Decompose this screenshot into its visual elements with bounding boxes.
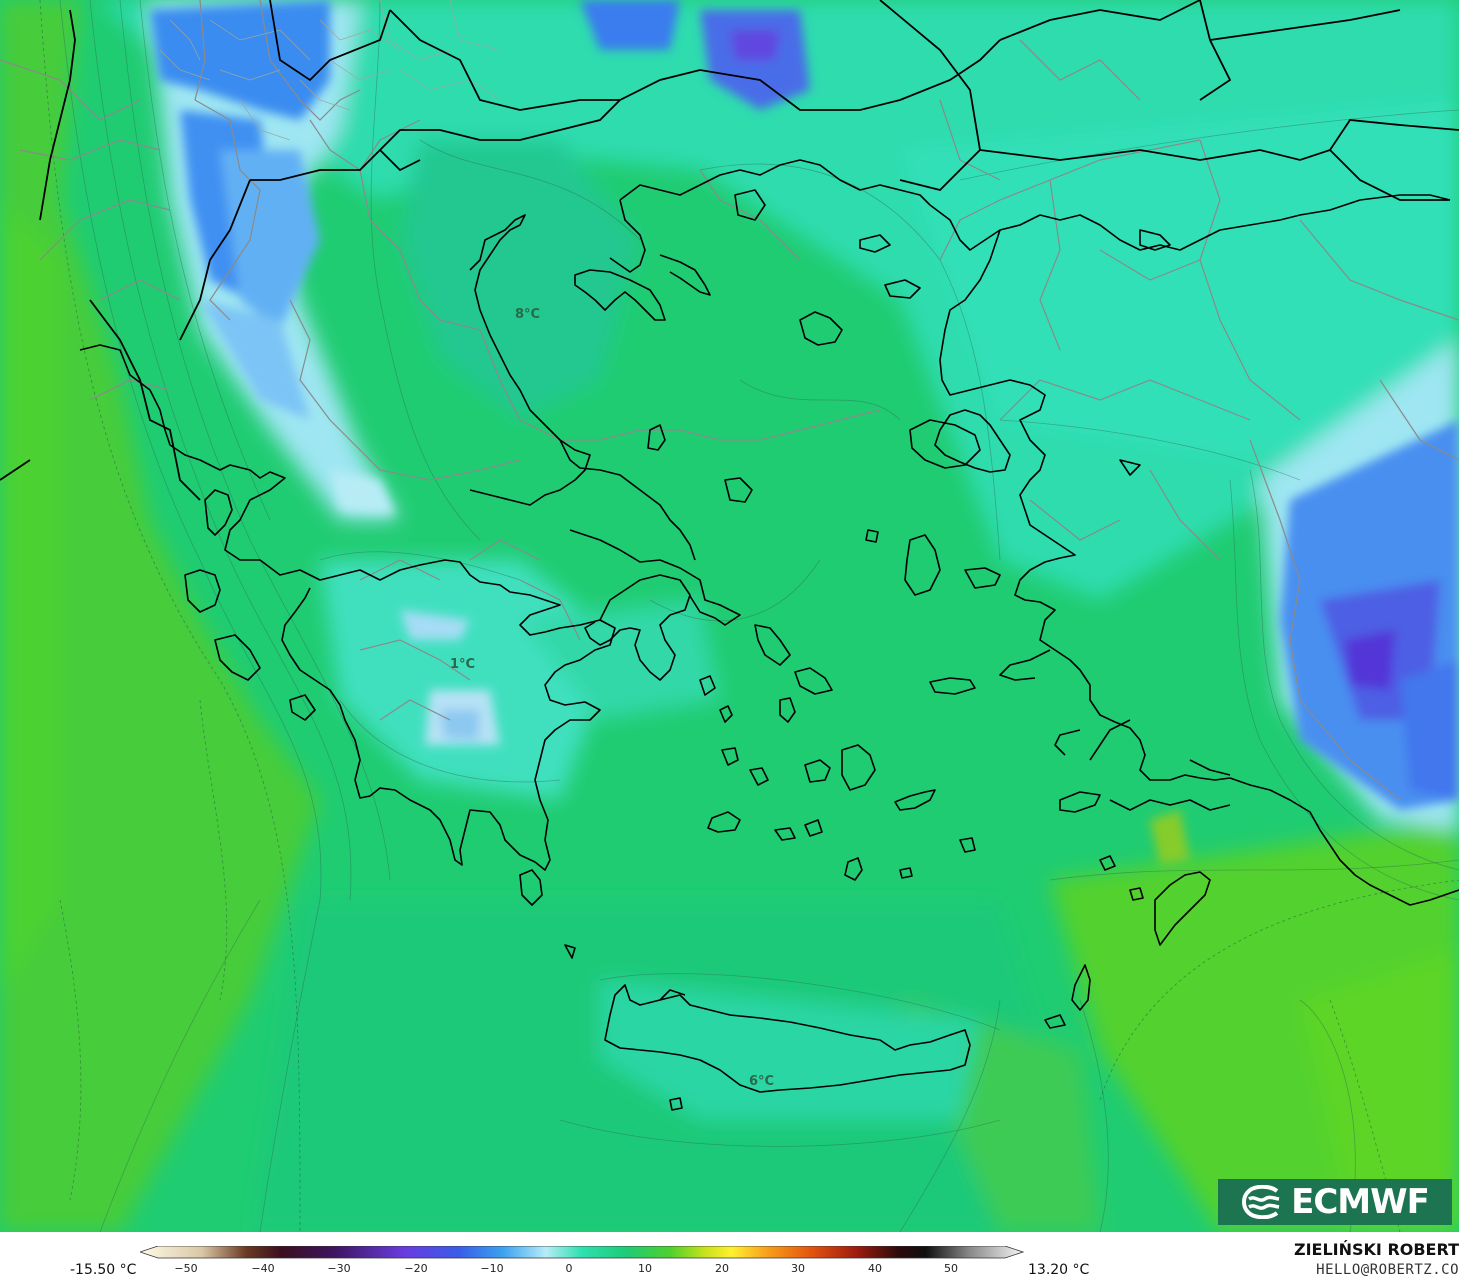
- temp-label-crete: 6°C: [749, 1074, 774, 1089]
- islands: [184, 189, 1211, 1111]
- colorbar-tick: 10: [638, 1262, 652, 1275]
- island-lemnos: [799, 311, 843, 346]
- cold-cores: [150, 0, 1459, 865]
- isotherm-lines: [59, 0, 1459, 1232]
- coast-thrace: [929, 204, 1041, 251]
- island-lefkada: [184, 569, 221, 613]
- island-skyros: [724, 477, 753, 503]
- island-small-13: [865, 529, 879, 543]
- regional-borders: [159, 0, 501, 141]
- island-karpathos: [1071, 964, 1091, 1011]
- coast-north-aegean-2: [559, 439, 696, 561]
- island-small-8: [1099, 855, 1116, 871]
- colorbar-tick: 30: [791, 1262, 805, 1275]
- isotherm-dashed: [39, 0, 1459, 1232]
- colorbar-gradient: [140, 1246, 1025, 1259]
- island-euboea: [647, 424, 666, 451]
- island-kefalonia: [214, 634, 261, 681]
- temperature-field: [0, 0, 1459, 1232]
- island-small-14: [899, 867, 913, 879]
- ecmwf-wave-icon: [1242, 1185, 1280, 1219]
- author-credit: ZIELIŃSKI ROBERT: [1293, 1240, 1459, 1259]
- coast-thessaly-macedonia: [584, 574, 691, 681]
- colorbar-tick: −20: [404, 1262, 427, 1275]
- island-zakynthos: [289, 694, 316, 721]
- major-boundaries: [0, 0, 1459, 501]
- island-lesbos: [909, 419, 981, 469]
- temp-label-peloponnese: 1°C: [450, 657, 475, 672]
- island-small-15: [1119, 459, 1141, 476]
- island-small-1: [719, 705, 733, 723]
- island-ikaria: [929, 677, 976, 695]
- island-small-5: [774, 827, 796, 841]
- island-small-4: [749, 767, 769, 786]
- ecmwf-logo: ECMWF: [1218, 1179, 1452, 1225]
- island-crete: [604, 984, 971, 1093]
- coast-chalkidiki-4: [659, 254, 711, 296]
- island-small-12: [669, 1097, 683, 1111]
- max-temp-label: 13.20 °C: [1028, 1262, 1090, 1278]
- island-small-2: [699, 675, 716, 696]
- legend-area: -15.50 °C: [0, 1232, 1459, 1287]
- island-small-10: [1044, 1014, 1066, 1029]
- coastlines: [79, 159, 1041, 871]
- island-syros: [779, 697, 796, 723]
- coast-chalkidiki-3: [574, 269, 666, 321]
- island-milos: [707, 811, 741, 833]
- island-marmara: [1139, 229, 1171, 251]
- colorbar-tick: −40: [251, 1262, 274, 1275]
- temperature-map: 8°C 1°C 6°C: [0, 0, 1459, 1232]
- coast-north-aegean: [469, 214, 591, 506]
- ecmwf-logo-text: ECMWF: [1291, 1182, 1430, 1222]
- temp-label-north: 8°C: [515, 307, 540, 322]
- island-tinos: [794, 667, 833, 695]
- island-kythira: [519, 869, 543, 906]
- island-amorgos: [894, 789, 936, 811]
- island-kos: [1059, 791, 1101, 813]
- colorbar-tick: 20: [715, 1262, 729, 1275]
- island-small-9: [1129, 887, 1144, 901]
- island-small-7: [959, 837, 976, 853]
- island-corfu: [204, 489, 233, 536]
- coast-chalkidiki-2: [609, 199, 646, 273]
- island-samothrace: [859, 234, 891, 253]
- coast-east-mainland: [569, 529, 741, 626]
- island-small-3: [721, 747, 739, 766]
- island-small-11: [564, 944, 576, 959]
- island-imbros: [884, 279, 921, 299]
- coast-chalkidiki: [619, 159, 931, 206]
- island-small-6: [804, 819, 823, 837]
- author-email: HELLO@ROBERTZ.CO: [1316, 1262, 1459, 1278]
- island-crete-peninsula: [659, 989, 686, 1001]
- island-naxos: [841, 744, 876, 791]
- min-temp-label: -15.50 °C: [70, 1262, 137, 1278]
- island-santorini: [844, 857, 863, 881]
- colorbar-tick: 40: [868, 1262, 882, 1275]
- island-paros: [804, 759, 831, 783]
- island-andros: [754, 624, 791, 666]
- island-samos: [964, 567, 1001, 589]
- coastlines-turkey: [934, 194, 1459, 906]
- coast-albania-greece-west: [79, 344, 616, 871]
- colorbar-tick: −30: [327, 1262, 350, 1275]
- island-thasos: [734, 189, 766, 221]
- colorbar-tick: −10: [480, 1262, 503, 1275]
- island-chios: [904, 534, 941, 596]
- colorbar: −50 −40 −30 −20 −10 0 10 20 30 40 50: [140, 1246, 1025, 1275]
- colorbar-tick: −50: [174, 1262, 197, 1275]
- colorbar-tick: 0: [566, 1262, 573, 1275]
- map-canvas: 8°C 1°C 6°C: [0, 0, 1459, 1232]
- island-rhodes: [1154, 871, 1211, 946]
- colorbar-tick: 50: [944, 1262, 958, 1275]
